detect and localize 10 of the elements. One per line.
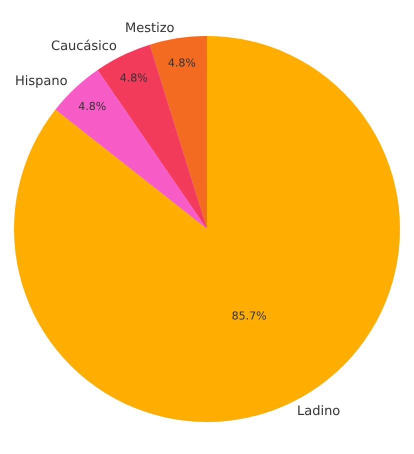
slice-label: Ladino <box>297 404 340 419</box>
data-label: 85.7% <box>232 309 267 322</box>
data-label: 4.8% <box>78 100 106 114</box>
data-label: 4.8% <box>168 56 196 70</box>
slice-label: Hispano <box>15 74 68 89</box>
pie-slice <box>14 36 400 422</box>
slice-label: Mestizo <box>125 21 175 36</box>
pie-slice <box>150 36 207 229</box>
data-label: 4.8% <box>120 72 148 85</box>
slice-label: Caucásico <box>51 39 117 54</box>
